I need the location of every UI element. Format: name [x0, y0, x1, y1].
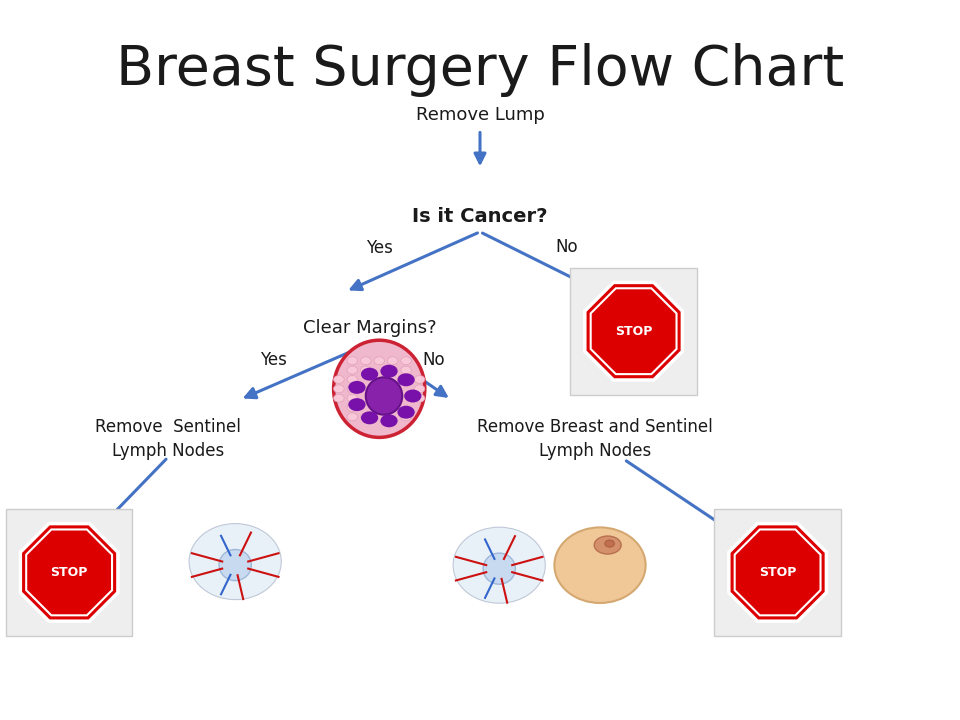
- Text: STOP: STOP: [759, 566, 796, 579]
- Ellipse shape: [483, 553, 516, 584]
- Ellipse shape: [334, 395, 345, 402]
- Ellipse shape: [401, 376, 411, 383]
- Ellipse shape: [415, 376, 424, 383]
- Ellipse shape: [366, 377, 402, 415]
- Text: Breast Surgery Flow Chart: Breast Surgery Flow Chart: [116, 43, 844, 97]
- Ellipse shape: [388, 357, 398, 365]
- Text: Is it Cancer?: Is it Cancer?: [412, 207, 548, 225]
- Ellipse shape: [334, 340, 425, 438]
- Ellipse shape: [605, 540, 614, 547]
- Ellipse shape: [380, 414, 397, 427]
- Ellipse shape: [415, 395, 424, 402]
- Ellipse shape: [348, 413, 357, 420]
- Ellipse shape: [348, 398, 366, 411]
- FancyBboxPatch shape: [6, 509, 132, 636]
- Ellipse shape: [348, 403, 357, 412]
- FancyBboxPatch shape: [714, 509, 841, 636]
- Ellipse shape: [361, 357, 371, 365]
- Ellipse shape: [361, 368, 378, 381]
- Ellipse shape: [348, 357, 357, 365]
- Ellipse shape: [453, 527, 545, 603]
- Ellipse shape: [415, 384, 424, 393]
- Ellipse shape: [361, 413, 371, 420]
- Ellipse shape: [334, 384, 345, 393]
- Ellipse shape: [404, 390, 421, 402]
- Ellipse shape: [334, 376, 345, 383]
- Text: No: No: [422, 351, 445, 369]
- Ellipse shape: [594, 536, 621, 554]
- Ellipse shape: [380, 365, 397, 378]
- Text: Remove Lump: Remove Lump: [416, 107, 544, 124]
- Ellipse shape: [219, 549, 252, 580]
- Ellipse shape: [361, 411, 378, 424]
- Ellipse shape: [397, 374, 415, 387]
- Text: No: No: [555, 238, 578, 256]
- Text: STOP: STOP: [615, 325, 652, 338]
- Ellipse shape: [397, 405, 415, 418]
- Ellipse shape: [348, 395, 357, 402]
- Ellipse shape: [189, 523, 281, 600]
- Polygon shape: [729, 523, 827, 621]
- Text: Yes: Yes: [366, 239, 393, 257]
- Ellipse shape: [388, 366, 398, 374]
- Ellipse shape: [374, 357, 384, 365]
- Text: STOP: STOP: [51, 566, 87, 579]
- Text: Yes: Yes: [260, 351, 287, 369]
- Ellipse shape: [361, 366, 371, 374]
- Text: Remove  Sentinel
Lymph Nodes: Remove Sentinel Lymph Nodes: [95, 418, 241, 460]
- Ellipse shape: [348, 366, 357, 374]
- Ellipse shape: [348, 376, 357, 383]
- Text: Clear Margins?: Clear Margins?: [302, 318, 437, 336]
- FancyBboxPatch shape: [570, 268, 697, 395]
- Ellipse shape: [555, 527, 645, 603]
- Ellipse shape: [401, 413, 411, 420]
- Ellipse shape: [348, 381, 366, 394]
- Ellipse shape: [348, 384, 357, 393]
- Polygon shape: [585, 282, 683, 380]
- Polygon shape: [20, 523, 118, 621]
- Text: Remove Breast and Sentinel
Lymph Nodes: Remove Breast and Sentinel Lymph Nodes: [477, 418, 713, 460]
- Ellipse shape: [401, 366, 411, 374]
- Ellipse shape: [401, 357, 411, 365]
